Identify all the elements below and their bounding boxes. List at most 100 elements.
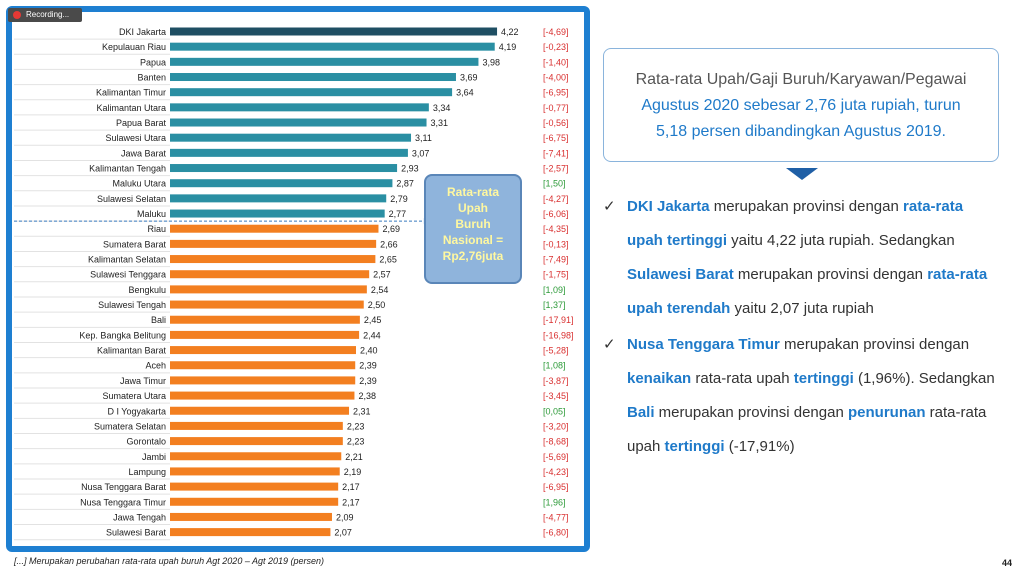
value-label: 2,66 [380,239,398,249]
category-label: Sulawesi Barat [106,528,167,538]
category-label: Maluku [137,209,166,219]
bar [170,467,340,476]
key-points: ✓ DKI Jakarta merupakan provinsi dengan … [603,190,1003,464]
footnote: [...] Merupakan perubahan rata-rata upah… [14,556,325,566]
point-text: rata-rata upah [627,404,987,455]
category-label: Lampung [128,467,166,477]
page-number: 44 [1001,558,1012,568]
summary-line-3: 5,18 persen dibandingkan Agustus 2019. [655,123,946,140]
point-text: yaitu 2,07 juta rupiah [730,300,874,317]
category-label: D I Yogyakarta [107,406,166,416]
change-label: [1,37] [543,300,566,310]
change-label: [-4,23] [543,467,569,477]
value-label: 2,19 [344,467,362,477]
category-label: Kalimantan Barat [97,346,167,356]
change-label: [-16,98] [543,330,574,340]
bar [170,285,367,294]
change-label: [-4,27] [543,194,569,204]
category-label: Sulawesi Selatan [97,194,166,204]
category-label: Kepulauan Riau [102,42,166,52]
change-label: [-5,28] [543,346,569,356]
bar [170,528,331,537]
category-label: Kep. Bangka Belitung [79,330,166,340]
callout-line-3: Buruh [455,217,491,231]
bar [170,148,408,157]
point-1: ✓ DKI Jakarta merupakan provinsi dengan … [603,190,1003,326]
change-label: [-6,95] [543,482,569,492]
bar [170,164,398,173]
value-label: 2,79 [390,194,408,204]
value-label: 2,50 [368,300,386,310]
category-label: Sumatera Selatan [94,421,166,431]
bar [170,103,429,112]
point-text: DKI Jakarta [627,198,710,215]
change-label: [-8,68] [543,437,569,447]
change-label: [-6,06] [543,209,569,219]
bar [170,133,412,142]
change-label: [1,50] [543,179,566,189]
wage-bar-chart: DKI Jakarta 4,22 [-4,69] Kepulauan Riau 4,19… [14,27,574,541]
value-label: 3,07 [412,148,430,158]
change-label: [-4,77] [543,512,569,522]
bar [170,421,343,430]
value-label: 3,34 [433,103,451,113]
change-label: [-0,77] [543,103,569,113]
change-label: [-4,69] [543,27,569,37]
bar [170,118,427,127]
value-label: 2,23 [347,437,365,447]
value-label: 2,45 [364,315,382,325]
change-label: [-2,57] [543,164,569,174]
summary-line-1: Rata-rata Upah/Gaji Buruh/Karyawan/Pegaw… [635,71,967,88]
point-text: Sulawesi Barat [627,266,734,283]
value-label: 2,77 [389,209,407,219]
point-text: tertinggi [664,438,725,455]
value-label: 2,38 [358,391,376,401]
bar [170,497,339,506]
bar [170,27,498,36]
category-label: Sulawesi Tenggara [90,270,166,280]
bar [170,376,356,385]
category-label: Sumatera Barat [103,239,167,249]
change-label: [-17,91] [543,315,574,325]
national-average-callout: Rata-rata Upah Buruh Nasional = Rp2,76ju… [424,174,522,284]
change-label: [-4,00] [543,73,569,83]
bar [170,73,456,82]
value-label: 2,39 [359,361,377,371]
category-label: Kalimantan Selatan [88,255,166,265]
category-label: Sulawesi Tengah [98,300,166,310]
value-label: 3,31 [431,118,449,128]
value-label: 3,69 [460,73,478,83]
change-label: [-3,87] [543,376,569,386]
category-label: Jawa Barat [121,148,167,158]
category-label: Gorontalo [126,437,166,447]
point-text: Bali [627,404,655,421]
checkmark-icon: ✓ [603,198,616,215]
callout-line-2: Upah [458,201,488,215]
point-text: yaitu 4,22 juta rupiah. Sedangkan [727,232,955,249]
category-label: Kalimantan Timur [96,88,166,98]
bar [170,255,376,264]
category-label: Bengkulu [128,285,166,295]
value-label: 2,93 [401,164,419,174]
point-text: (1,96%). Sedangkan [853,370,995,387]
category-label: Papua Barat [116,118,167,128]
change-label: [-1,40] [543,57,569,67]
bar [170,209,385,218]
change-label: [-7,49] [543,255,569,265]
category-label: Jambi [142,452,166,462]
bar [170,194,387,203]
bar [170,179,393,188]
change-label: [-1,75] [543,270,569,280]
bar [170,361,356,370]
value-label: 2,17 [342,482,360,492]
point-text: merupakan provinsi dengan [709,198,904,215]
value-label: 2,65 [379,255,397,265]
point-text: tertinggi [793,370,854,387]
bar [170,300,364,309]
category-label: Jawa Tengah [113,512,166,522]
value-label: 2,54 [371,285,389,295]
category-label: Nusa Tenggara Timur [80,497,166,507]
value-label: 2,17 [342,497,360,507]
summary-box: Rata-rata Upah/Gaji Buruh/Karyawan/Pegaw… [603,48,999,162]
category-label: Banten [137,73,166,83]
